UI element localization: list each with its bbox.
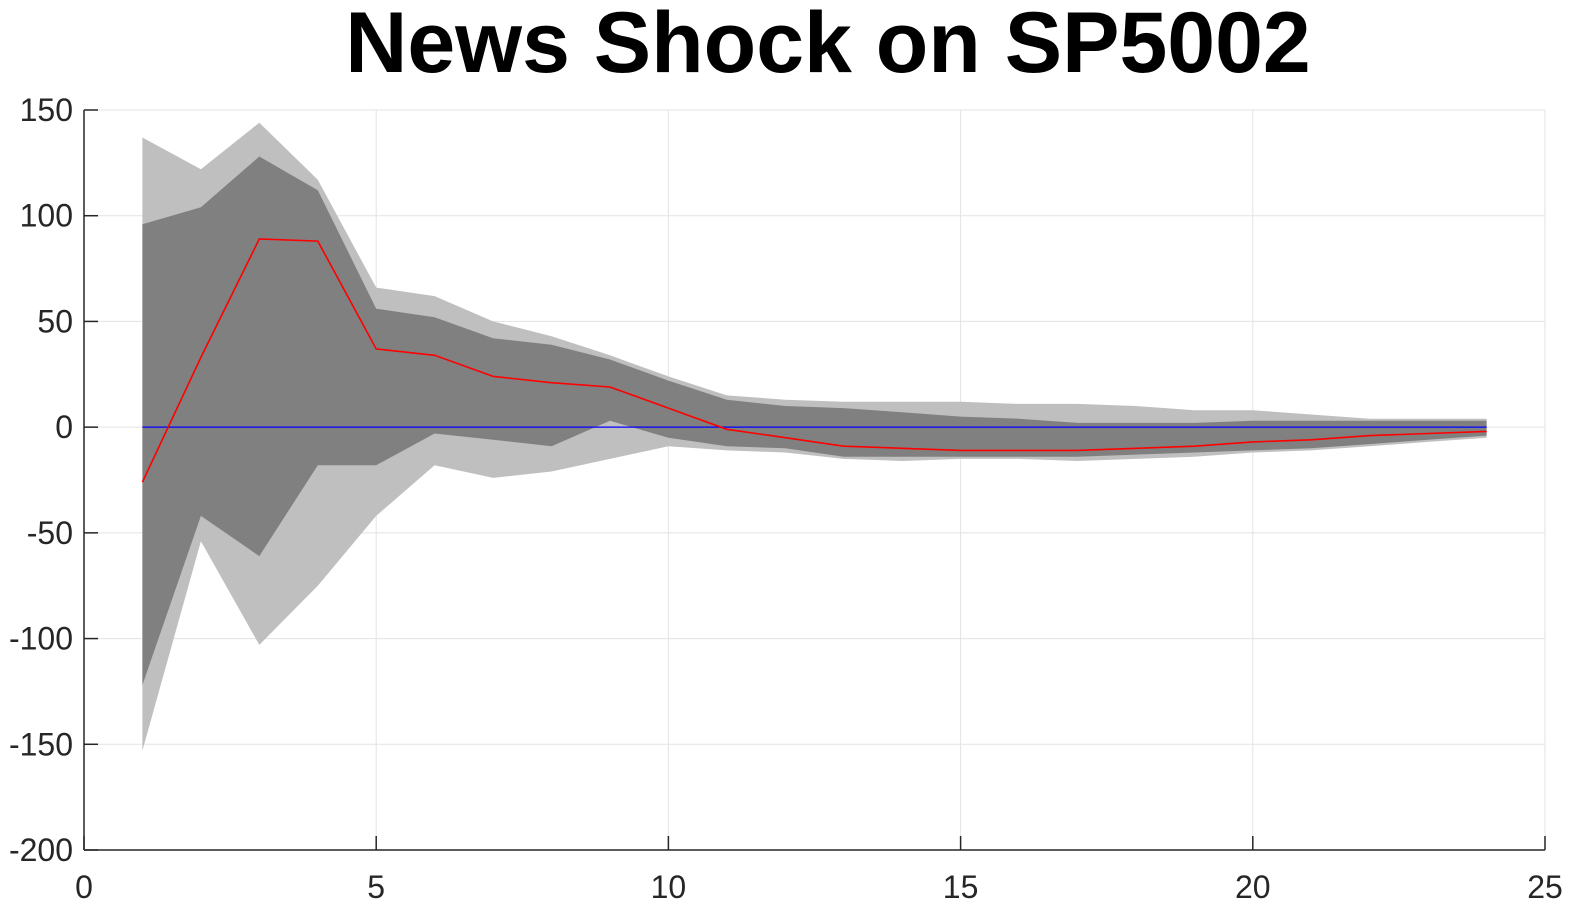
x-tick-label: 5 — [367, 869, 385, 905]
y-tick-label: -150 — [9, 726, 73, 762]
x-tick-label: 25 — [1527, 869, 1563, 905]
y-tick-label: 100 — [20, 198, 73, 234]
y-tick-label: 0 — [55, 409, 73, 445]
x-tick-label: 20 — [1235, 869, 1271, 905]
x-tick-label: 0 — [75, 869, 93, 905]
inner-confidence-band — [142, 156, 1487, 686]
y-tick-label: -100 — [9, 621, 73, 657]
axes — [83, 109, 1546, 851]
confidence-bands — [142, 122, 1487, 751]
x-tick-label: 10 — [651, 869, 687, 905]
response-lines — [141, 238, 1487, 483]
y-tick-label: 150 — [20, 92, 73, 128]
median-response-line — [141, 238, 1487, 483]
y-tick-label: -50 — [27, 515, 73, 551]
chart-title: News Shock on SP5002 — [345, 0, 1311, 91]
x-tick-label: 15 — [943, 869, 979, 905]
tick-labels: 0 5 10 15 20 25 150 100 50 0 -50 -100 -150 -200 — [9, 92, 1563, 905]
y-tick-label: -200 — [9, 832, 73, 868]
y-tick-label: 50 — [37, 303, 73, 339]
